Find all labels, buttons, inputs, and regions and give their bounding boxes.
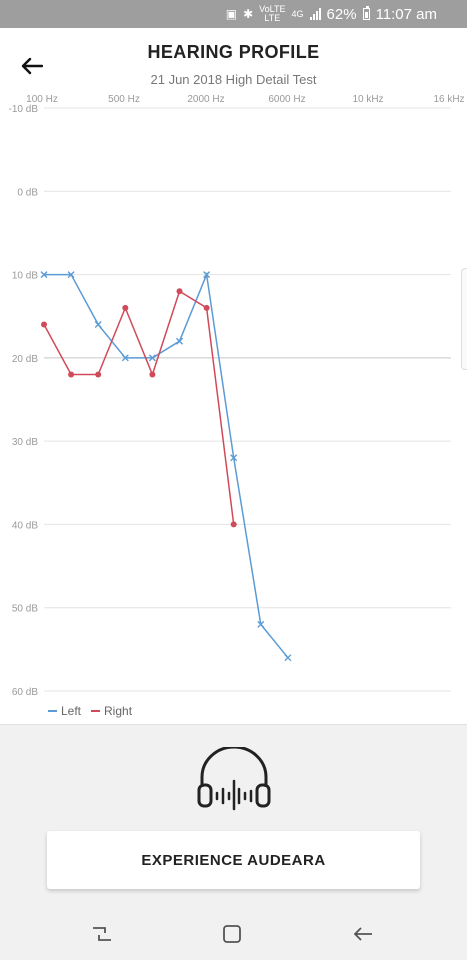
data-point-right	[230, 521, 237, 528]
data-point-right	[149, 371, 156, 378]
legend-item-right: Right	[91, 704, 132, 718]
y-tick-label: 40 dB	[12, 520, 38, 531]
y-tick-label: 60 dB	[12, 687, 38, 698]
x-tick-label: 16 kHz	[433, 94, 464, 105]
data-point-left	[203, 271, 211, 279]
recents-icon	[93, 927, 111, 941]
battery-percent: 62%	[326, 5, 357, 23]
legend-item-left: Left	[48, 704, 81, 718]
recents-button[interactable]	[88, 920, 116, 948]
battery-saver-icon: ▣	[225, 7, 238, 21]
data-point-left	[176, 337, 183, 345]
y-tick-label: 10 dB	[12, 271, 38, 282]
legend-swatch-right	[91, 710, 101, 712]
data-point-right	[95, 371, 102, 378]
y-tick-label: 20 dB	[12, 354, 38, 365]
legend-swatch-left	[48, 710, 57, 712]
data-point-left	[284, 654, 292, 662]
scroll-edge-tab[interactable]	[461, 268, 467, 370]
home-icon	[223, 925, 241, 943]
headphones-icon	[197, 747, 271, 811]
status-icons: ▣ ✱ VoLTE LTE 4G 62% 11:07 am	[226, 0, 437, 28]
home-button[interactable]	[218, 920, 246, 948]
y-tick-label: 30 dB	[12, 437, 38, 448]
back-button[interactable]	[18, 52, 46, 80]
header: HEARING PROFILE 21 Jun 2018 High Detail …	[0, 28, 467, 90]
x-tick-label: 500 Hz	[108, 94, 140, 105]
data-point-left	[94, 321, 102, 329]
signal-icon	[309, 8, 321, 20]
bluetooth-icon: ✱	[243, 7, 254, 21]
volte-indicator: VoLTE LTE	[259, 4, 286, 23]
x-tick-label: 6000 Hz	[268, 94, 305, 105]
y-tick-label: -10 dB	[9, 104, 39, 115]
y-tick-label: 50 dB	[12, 604, 38, 615]
series-line-right	[43, 290, 235, 525]
clock: 11:07 am	[375, 5, 437, 23]
back-icon	[353, 927, 372, 941]
data-point-right	[122, 304, 129, 311]
status-bar: ▣ ✱ VoLTE LTE 4G 62% 11:07 am	[0, 0, 467, 28]
data-point-left	[257, 620, 265, 628]
x-tick-label: 2000 Hz	[187, 94, 224, 105]
y-tick-label: 0 dB	[17, 187, 38, 198]
experience-audeara-button[interactable]: EXPERIENCE AUDEARA	[47, 831, 420, 889]
hearing-chart-svg: -10 dB 0 dB 10 dB 20 dB 30 dB 40 dB 50 dB 60 dB…	[9, 94, 465, 698]
legend-label-left: Left	[61, 704, 82, 718]
chart-legend: Left Right	[48, 704, 132, 718]
hearing-chart: -10 dB 0 dB 10 dB 20 dB 30 dB 40 dB 50 dB 60 dB…	[0, 88, 467, 724]
series-line-left	[44, 271, 289, 659]
network-type: 4G	[291, 8, 304, 19]
battery-icon	[362, 6, 370, 20]
data-point-left	[121, 354, 129, 362]
data-point-left	[230, 454, 238, 462]
legend-label-right: Right	[104, 704, 133, 718]
data-point-right	[203, 304, 210, 311]
page-subtitle: 21 Jun 2018 High Detail Test	[150, 72, 317, 87]
nav-back-button[interactable]	[349, 920, 377, 948]
data-point-left	[67, 271, 75, 279]
data-point-right	[68, 371, 75, 378]
data-point-left	[40, 271, 48, 279]
data-point-left	[148, 354, 156, 362]
arrow-left-icon	[21, 57, 43, 75]
data-point-right	[41, 321, 47, 328]
android-nav-bar	[0, 906, 467, 960]
x-tick-label: 100 Hz	[26, 94, 58, 105]
x-tick-label: 10 kHz	[352, 94, 383, 105]
bottom-panel: EXPERIENCE AUDEARA	[0, 724, 467, 907]
data-point-right	[176, 288, 183, 295]
page-title: HEARING PROFILE	[147, 42, 320, 62]
